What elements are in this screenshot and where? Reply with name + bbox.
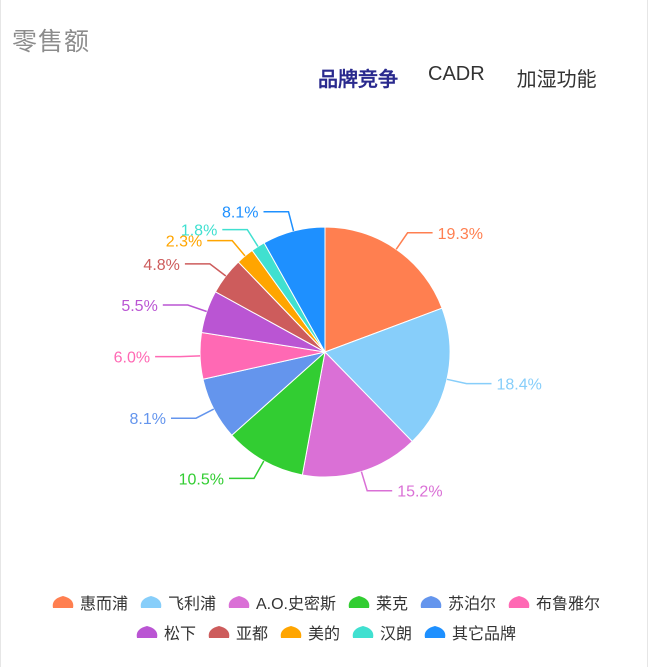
- legend-swatch-icon: [208, 626, 230, 638]
- legend-label: A.O.史密斯: [255, 596, 336, 613]
- legend-swatch-icon: [280, 626, 302, 638]
- legend-item-9[interactable]: 汉朗: [350, 620, 412, 644]
- legend-item-7[interactable]: 亚都: [206, 620, 268, 644]
- page-title: 零售额: [12, 28, 91, 56]
- tab-cadr[interactable]: CADR: [428, 63, 485, 85]
- legend-swatch-icon: [136, 626, 158, 638]
- tab-humidify[interactable]: 加湿功能: [516, 69, 597, 91]
- legend-label: 美的: [307, 626, 340, 643]
- legend-label: 其它品牌: [452, 626, 517, 643]
- leader-line-9: [222, 228, 259, 247]
- legend-row: 松下 亚都 美的 汉朗 其它品牌: [0, 617, 650, 647]
- legend-label: 苏泊尔: [448, 596, 497, 613]
- leader-line-8: [207, 239, 246, 257]
- data-label-6: 5.5%: [121, 298, 157, 315]
- leader-line-4: [171, 408, 215, 419]
- pie-slice-3[interactable]: [231, 350, 326, 476]
- legend-label: 布鲁雅尔: [536, 596, 601, 613]
- legend-item-0[interactable]: 惠而浦: [50, 590, 128, 614]
- legend-swatch-icon: [352, 626, 374, 638]
- legend-swatch-icon: [52, 596, 74, 608]
- data-label-4: 8.1%: [130, 411, 166, 428]
- legend-row: 惠而浦 飞利浦 A.O.史密斯 莱克 苏泊尔 布鲁雅尔: [0, 587, 650, 617]
- legend-label: 汉朗: [380, 626, 413, 643]
- legend-label: 亚都: [235, 626, 268, 643]
- data-label-5: 6.0%: [114, 350, 150, 367]
- legend-swatch-icon: [348, 596, 370, 608]
- legend-item-5[interactable]: 布鲁雅尔: [506, 590, 600, 614]
- legend-swatch-icon: [508, 596, 530, 608]
- data-label-10: 8.1%: [222, 205, 258, 222]
- data-label-9: 1.8%: [181, 223, 217, 240]
- legend-swatch-icon: [140, 596, 162, 608]
- legend-item-8[interactable]: 美的: [278, 620, 340, 644]
- legend-item-3[interactable]: 莱克: [346, 590, 408, 614]
- pie-slice-0[interactable]: [324, 226, 443, 353]
- data-label-2: 15.2%: [397, 484, 442, 501]
- leader-line-7: [184, 263, 227, 277]
- tab-bar: 品牌竞争 CADR 加湿功能: [318, 63, 597, 92]
- legend-label: 莱克: [376, 596, 409, 613]
- legend-item-10[interactable]: 其它品牌: [422, 620, 516, 644]
- legend: 惠而浦 飞利浦 A.O.史密斯 莱克 苏泊尔 布鲁雅尔 松下 亚都 美的 汉朗 其它品牌: [0, 587, 650, 647]
- legend-item-4[interactable]: 苏泊尔: [418, 590, 496, 614]
- pie-slice-10[interactable]: [263, 226, 326, 354]
- leader-line-2: [360, 471, 393, 492]
- legend-swatch-icon: [228, 596, 250, 608]
- legend-item-1[interactable]: 飞利浦: [138, 590, 216, 614]
- pie-slice-1[interactable]: [324, 307, 451, 443]
- legend-item-6[interactable]: 松下: [134, 620, 196, 644]
- data-label-0: 19.3%: [438, 226, 483, 243]
- tab-brand-competition[interactable]: 品牌竞争: [318, 69, 398, 91]
- pie-chart: 19.3% 18.4% 15.2% 10.5% 8.1% 6.0% 5.5% 4.8% 2.3%…: [114, 205, 542, 501]
- pie-slice-2[interactable]: [301, 350, 413, 478]
- legend-swatch-icon: [424, 626, 446, 638]
- data-label-7: 4.8%: [143, 257, 179, 274]
- leader-line-1: [446, 378, 492, 385]
- legend-item-2[interactable]: A.O.史密斯: [226, 590, 336, 614]
- leader-line-5: [155, 355, 201, 358]
- legend-label: 飞利浦: [167, 596, 216, 613]
- leader-line-3: [229, 460, 265, 480]
- data-label-1: 18.4%: [497, 377, 542, 394]
- legend-label: 惠而浦: [79, 596, 128, 613]
- legend-swatch-icon: [420, 596, 442, 608]
- leader-line-6: [162, 304, 207, 313]
- leader-line-10: [263, 210, 295, 232]
- legend-label: 松下: [163, 626, 196, 643]
- leader-line-0: [395, 232, 433, 250]
- data-label-3: 10.5%: [179, 471, 224, 488]
- data-label-8: 2.3%: [166, 234, 202, 251]
